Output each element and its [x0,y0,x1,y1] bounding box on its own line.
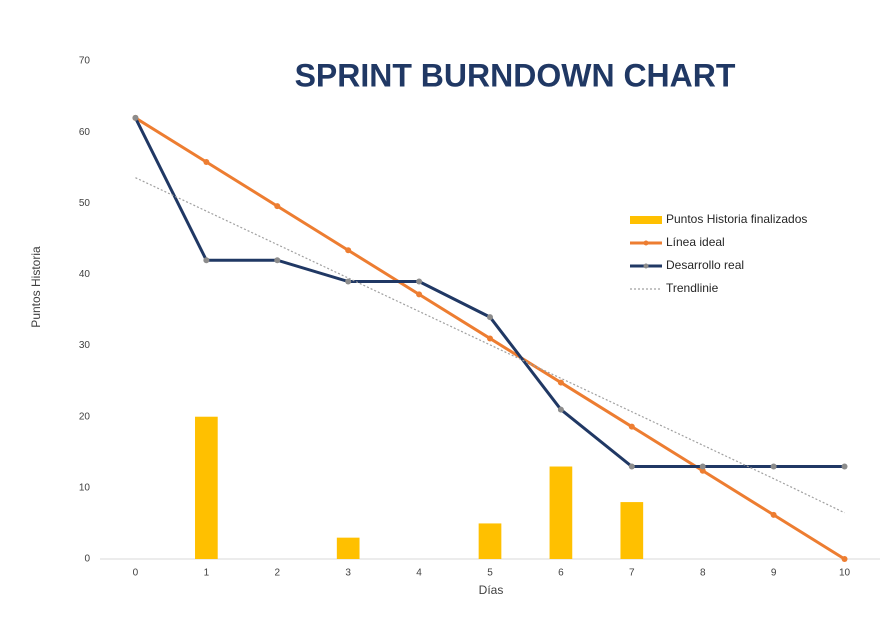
x-tick-label: 4 [416,568,422,579]
point [416,278,423,285]
series-line [134,117,845,469]
point [203,159,210,166]
point [132,114,139,121]
point [841,463,848,470]
bar [478,523,502,559]
x-tick-label: 3 [345,568,351,579]
y-tick-label: 70 [79,56,91,67]
legend-label: Puntos Historia finalizados [666,212,807,226]
y-tick-label: 0 [84,554,90,565]
x-tick-label: 10 [839,568,851,579]
point [274,203,281,210]
point [416,291,423,298]
legend-label: Línea ideal [666,235,725,249]
point [274,257,281,264]
y-tick-label: 50 [79,198,91,209]
y-tick-label: 20 [79,411,91,422]
point [841,556,848,562]
x-axis-label: Días [479,583,504,597]
chart-title: SPRINT BURNDOWN CHART [295,57,736,93]
point [557,406,564,413]
legend-swatch [630,216,662,224]
bar [195,416,218,559]
point [345,247,352,254]
legend-marker [643,263,649,269]
point [487,335,493,342]
y-tick-label: 10 [79,482,91,493]
point [699,463,706,470]
series-line [135,177,845,514]
point [203,257,210,264]
x-tick-label: 9 [771,568,777,579]
point [345,278,352,285]
x-tick-label: 7 [629,568,635,579]
x-tick-label: 5 [487,568,493,579]
bar [549,466,573,559]
point [770,511,777,518]
bar [336,537,360,559]
x-tick-label: 1 [204,568,210,579]
y-tick-label: 40 [79,269,91,280]
bar [620,502,644,559]
legend-label: Trendlinie [666,281,719,295]
legend-marker [643,240,649,246]
x-tick-label: 2 [274,568,280,579]
point [628,423,635,430]
legend-label: Desarrollo real [666,258,744,272]
point [628,463,635,470]
y-axis-label: Puntos Historia [29,246,43,328]
x-tick-label: 0 [133,568,139,579]
y-tick-label: 30 [79,340,91,351]
point [770,463,777,470]
x-tick-label: 6 [558,568,564,579]
point [487,314,493,321]
point [557,379,564,386]
x-tick-label: 8 [700,568,706,579]
point [699,467,706,474]
y-tick-label: 60 [79,127,91,138]
